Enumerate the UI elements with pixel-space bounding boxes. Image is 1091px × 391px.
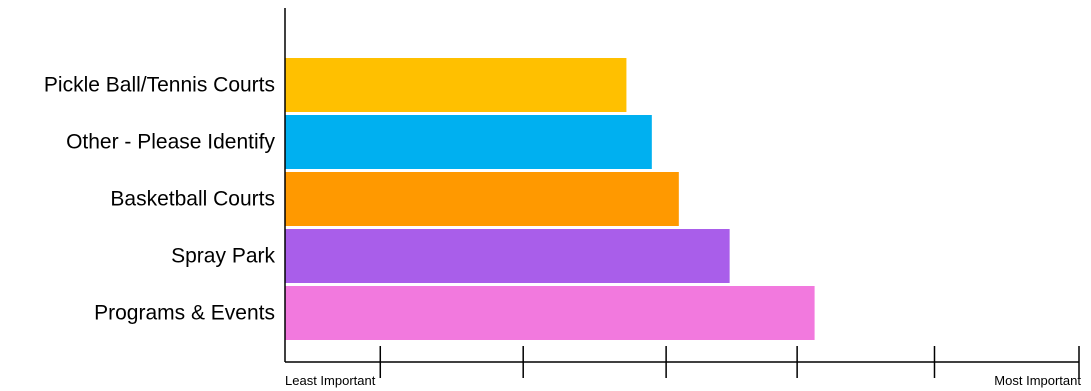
- category-label-0: Pickle Ball/Tennis Courts: [44, 74, 275, 97]
- x-ticks-layer: [379, 346, 1080, 378]
- category-label-3: Spray Park: [171, 245, 275, 268]
- bar-0: [285, 58, 627, 112]
- category-label-4: Programs & Events: [94, 302, 275, 325]
- bar-1: [285, 115, 652, 169]
- category-label-2: Basketball Courts: [110, 188, 275, 211]
- axes-layer: [284, 8, 1079, 363]
- bars-layer: [285, 58, 815, 340]
- bar-2: [285, 172, 679, 226]
- bar-3: [285, 229, 730, 283]
- x-axis-min-label: Least Important: [285, 373, 376, 388]
- bar-4: [285, 286, 815, 340]
- category-labels-layer: Pickle Ball/Tennis Courts Other - Please …: [44, 74, 276, 325]
- x-axis-max-label: Most Important: [994, 373, 1081, 388]
- category-label-1: Other - Please Identify: [66, 131, 275, 154]
